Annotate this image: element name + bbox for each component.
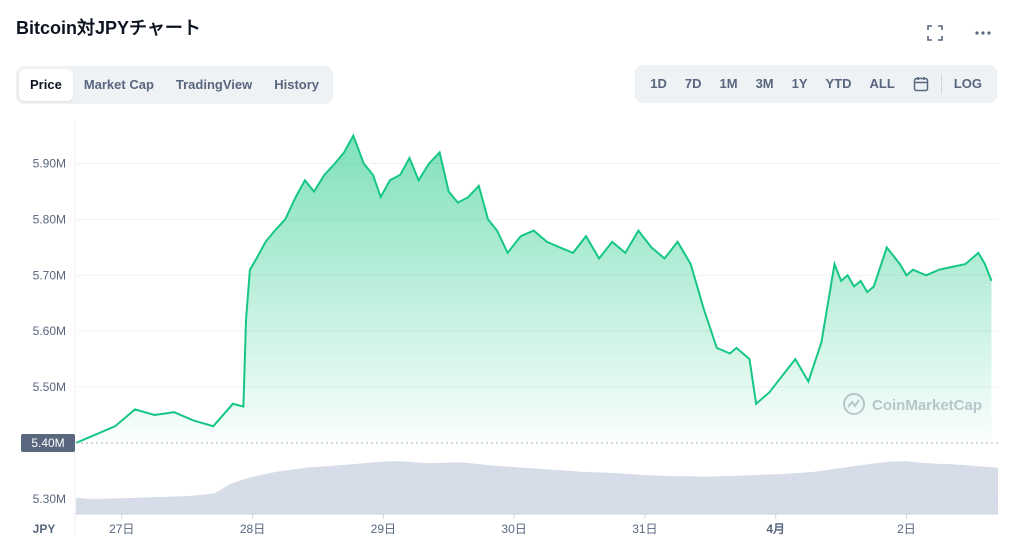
more-icon[interactable] xyxy=(972,22,994,44)
x-tick-label: 2日 xyxy=(897,522,916,536)
range-divider xyxy=(940,74,942,94)
fullscreen-icon[interactable] xyxy=(924,22,946,44)
chart-tabs: Price Market Cap TradingView History xyxy=(16,66,334,104)
baseline-label: 5.40M xyxy=(31,436,64,450)
range-1m[interactable]: 1M xyxy=(719,76,738,91)
coinmarketcap-logo-icon: CoinMarketCap xyxy=(843,393,982,415)
log-scale-toggle[interactable]: LOG xyxy=(953,76,982,91)
price-area-fill xyxy=(76,135,992,443)
x-tick-label: 27日 xyxy=(109,522,134,536)
y-tick-label: 5.90M xyxy=(33,157,66,171)
price-chart-svg: 5.90M 5.80M 5.70M 5.60M 5.50M 5.30M JPY 27日 28日… xyxy=(21,120,998,536)
y-tick-label: 5.80M xyxy=(33,212,66,226)
volume-area xyxy=(76,461,998,514)
calendar-icon[interactable] xyxy=(904,68,938,100)
y-tick-label: 5.50M xyxy=(33,380,66,394)
x-tick-label: 29日 xyxy=(371,522,396,536)
x-tick-label: 30日 xyxy=(501,522,526,536)
range-selector: 1D 7D 1M 3M 1Y YTD ALL LOG xyxy=(635,65,997,103)
x-tick-label: 31日 xyxy=(632,522,657,536)
tab-tradingview[interactable]: TradingView xyxy=(175,77,253,92)
price-line[interactable] xyxy=(75,133,993,444)
y-tick-label: 5.60M xyxy=(33,324,66,338)
y-tick-label: 5.70M xyxy=(33,268,66,282)
range-3m[interactable]: 3M xyxy=(755,76,774,91)
range-1y[interactable]: 1Y xyxy=(791,76,808,91)
range-all[interactable]: ALL xyxy=(869,76,895,91)
x-tick-label: 28日 xyxy=(240,522,265,536)
x-tick-label: 4月 xyxy=(766,522,785,536)
x-unit-label: JPY xyxy=(33,522,56,536)
range-7d[interactable]: 7D xyxy=(684,76,702,91)
tab-history[interactable]: History xyxy=(274,77,320,92)
tab-market-cap[interactable]: Market Cap xyxy=(83,77,154,92)
range-ytd[interactable]: YTD xyxy=(825,76,852,91)
baseline-badge: 5.40M xyxy=(21,433,75,452)
y-tick-label: 5.30M xyxy=(33,492,66,506)
price-chart: 5.90M 5.80M 5.70M 5.60M 5.50M 5.30M JPY 27日 28日… xyxy=(0,110,1024,544)
page-title: Bitcoin対JPYチャート xyxy=(16,18,201,38)
top-icon-group xyxy=(924,22,994,44)
watermark-text: CoinMarketCap xyxy=(872,397,982,414)
range-1d[interactable]: 1D xyxy=(650,76,667,91)
tab-price[interactable]: Price xyxy=(19,69,73,101)
